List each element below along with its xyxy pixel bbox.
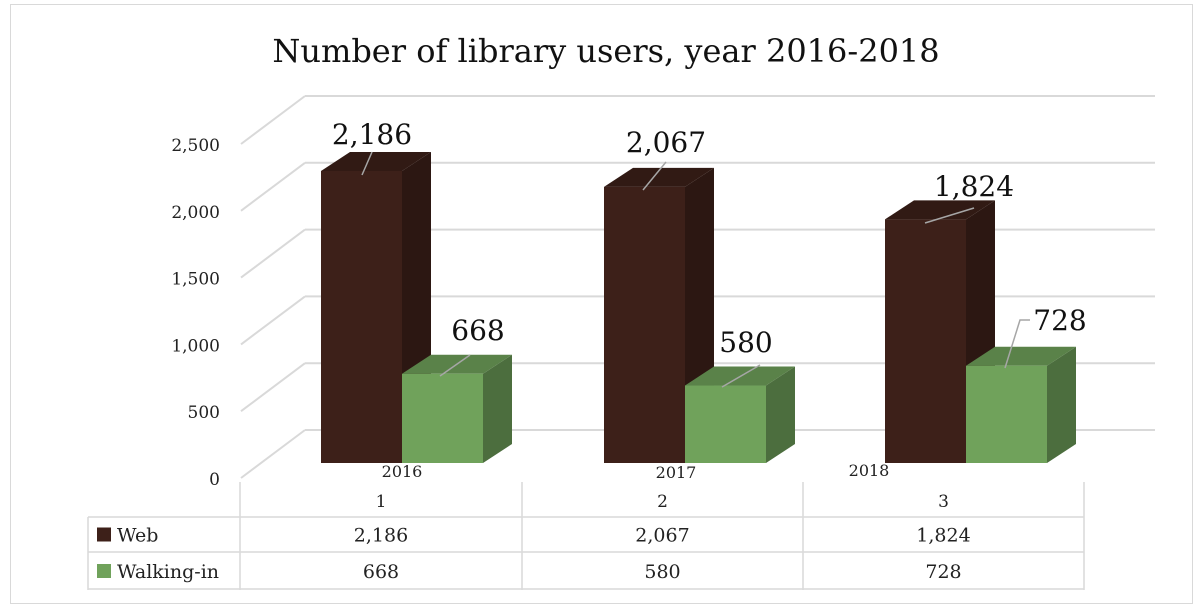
bars xyxy=(321,151,1076,464)
table-category-label: 2 xyxy=(657,492,668,512)
label-leader-line xyxy=(642,161,667,191)
gridline-diagonal xyxy=(240,362,306,413)
bar-top xyxy=(966,346,1076,366)
bar-front xyxy=(321,170,402,464)
table-cell: 668 xyxy=(363,561,399,583)
table-cell: 728 xyxy=(925,561,961,583)
chart-title: Number of library users, year 2016-2018 xyxy=(272,32,939,70)
y-tick-label: 0 xyxy=(209,470,220,490)
data-labels: 2,186 668 2016 2,067 580 2017 1,824 728 2018 xyxy=(332,118,1087,482)
gridline-diagonal xyxy=(240,429,306,479)
y-tick-label: 1,000 xyxy=(171,336,220,356)
bar-front xyxy=(885,219,966,463)
data-label: 728 xyxy=(1033,304,1086,337)
gridline-diagonal xyxy=(240,162,306,212)
table-category-label: 1 xyxy=(376,492,387,512)
label-leader-line xyxy=(1004,319,1030,369)
data-label: 668 xyxy=(451,314,504,347)
bar-side xyxy=(483,354,512,463)
bar-front xyxy=(966,365,1047,463)
legend-label: Walking-in xyxy=(117,561,219,583)
table-category-label: 3 xyxy=(938,492,949,512)
legend-key-web xyxy=(97,527,111,542)
data-table: 1 2 3 Web 2,186 2,067 1,824 Walking-in 668 580 728 xyxy=(87,482,1085,590)
y-tick-label: 2,000 xyxy=(171,203,220,223)
gridline-diagonal xyxy=(240,95,306,145)
y-tick-label: 1,500 xyxy=(171,270,220,290)
gridline-diagonal xyxy=(240,295,306,346)
bar-top xyxy=(604,167,714,187)
table-cell: 580 xyxy=(644,561,680,583)
year-label: 2018 xyxy=(849,461,890,480)
data-label: 2,067 xyxy=(626,126,706,159)
legend-key-walking-in xyxy=(97,564,111,578)
data-label: 580 xyxy=(719,326,772,359)
data-label: 1,824 xyxy=(934,170,1014,203)
bar-front xyxy=(685,385,766,463)
label-leader-line xyxy=(721,364,761,388)
bar-front xyxy=(402,373,483,463)
bar-top xyxy=(321,151,431,171)
bar-walking-in-2017 xyxy=(685,366,795,463)
y-axis: 0 500 1,000 1,500 2,000 2,500 xyxy=(171,136,220,490)
data-label: 2,186 xyxy=(332,118,412,151)
y-tick-label: 2,500 xyxy=(171,136,220,156)
year-label: 2016 xyxy=(382,462,423,481)
bar-walking-in-2018 xyxy=(966,346,1076,463)
label-leader-line xyxy=(924,207,975,224)
table-cell: 2,067 xyxy=(635,525,689,547)
bar-walking-in-2016 xyxy=(402,354,512,463)
label-leader-line xyxy=(439,354,471,377)
label-leader-line xyxy=(361,151,373,176)
bar-top xyxy=(885,200,995,220)
year-label: 2017 xyxy=(656,463,697,482)
bar-front xyxy=(604,186,685,463)
table-cell: 1,824 xyxy=(916,525,970,547)
bar-side xyxy=(1047,346,1076,463)
table-cell: 2,186 xyxy=(354,525,408,547)
legend-label: Web xyxy=(117,525,158,547)
y-tick-label: 500 xyxy=(188,403,220,423)
bar-side xyxy=(766,366,795,463)
gridline-diagonal xyxy=(240,228,306,279)
